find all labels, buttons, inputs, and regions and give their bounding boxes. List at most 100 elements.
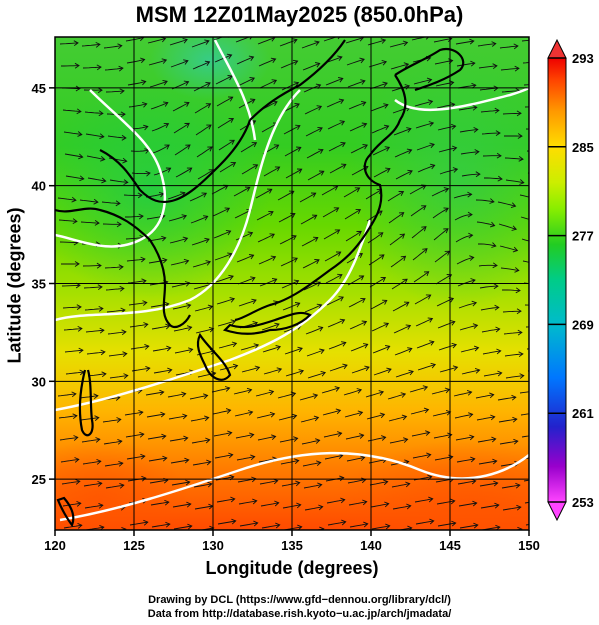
streamline-arrowhead [73,40,79,47]
streamline-arrowhead [534,389,538,394]
streamline-arrowhead [468,412,474,418]
streamline-arrowhead [99,133,105,140]
streamline-arrowhead [78,153,84,160]
streamline-arrowhead [405,324,412,330]
streamline-arrowhead [402,278,408,284]
streamline-arrowhead [429,142,435,149]
streamline [327,521,346,526]
streamline-arrowhead [471,300,478,307]
streamline [257,37,275,45]
streamline [370,503,389,508]
streamline [523,84,529,86]
streamline-arrowhead [118,65,124,72]
streamline-arrowhead [494,107,500,114]
streamline-arrowhead [185,479,191,486]
streamline-arrowhead [75,479,81,485]
streamline [218,342,237,349]
streamline-arrowhead [71,391,77,398]
streamline [279,235,297,245]
streamline-arrowhead [516,110,522,117]
streamline [417,364,436,371]
streamline-arrowhead [517,133,523,139]
streamline-arrowhead [315,438,321,444]
streamline-arrowhead [162,79,168,86]
streamline-arrowhead [248,254,255,260]
streamline [258,458,277,463]
streamline [236,56,254,65]
streamline-arrowhead [161,58,168,64]
streamline-arrowhead [145,170,151,177]
streamline [411,226,427,239]
streamline-arrowhead [116,417,122,423]
streamline [437,522,456,527]
streamline [65,371,84,375]
streamline-arrowhead [421,205,427,211]
streamline [236,456,255,461]
streamline-arrowhead [225,229,232,236]
streamline-arrowhead [511,225,518,231]
streamline [520,216,529,220]
streamline-arrowhead [429,163,436,170]
streamline-arrowhead [184,457,190,464]
streamline-arrowhead [425,37,430,40]
streamline [439,168,458,175]
streamline [255,188,273,199]
streamline-arrowhead [162,455,168,462]
streamline-arrowhead [423,407,430,414]
streamline [392,301,410,312]
streamline-arrowhead [334,229,341,235]
streamline [434,250,450,263]
streamline [236,254,254,263]
streamline-arrowhead [495,326,501,333]
streamline-arrowhead [497,175,503,182]
streamline [497,201,516,207]
streamline [373,168,391,178]
streamline-arrowhead [313,415,320,422]
streamline-arrowhead [398,191,405,197]
streamline-arrowhead [229,139,235,145]
streamline-arrowhead [385,167,391,173]
streamline [150,501,169,506]
streamline [57,197,76,201]
streamline [169,237,188,244]
streamline-arrowhead [269,233,275,239]
streamline-arrowhead [187,523,193,530]
streamline-arrowhead [270,255,277,261]
streamline [147,435,166,440]
streamline [303,484,322,489]
streamline [371,125,389,134]
streamline [260,502,279,507]
streamline-arrowhead [447,432,453,439]
streamline-arrowhead [204,237,210,244]
streamline [346,456,365,462]
streamline [417,164,435,173]
streamline [348,298,366,308]
streamline [216,96,233,107]
streamline-arrowhead [422,385,429,391]
streamline [107,135,126,139]
streamline [216,298,235,305]
streamline-arrowhead [406,127,412,133]
streamline [477,43,496,47]
x-tick-label: 135 [281,538,303,553]
streamline-arrowhead [515,287,521,294]
streamline-arrowhead [164,499,170,506]
streamline-arrowhead [337,55,343,61]
streamline [277,190,295,201]
streamline [389,233,405,246]
streamline [410,409,429,415]
streamline [61,480,80,485]
streamline-arrowhead [383,479,389,486]
streamline [523,479,529,482]
streamline-arrowhead [143,519,149,526]
streamline-arrowhead [451,342,458,349]
streamline-arrowhead [97,87,103,94]
streamline [171,481,190,486]
streamline-arrowhead [274,500,280,507]
streamline [256,211,274,221]
streamline [280,60,298,69]
streamline [302,462,321,467]
streamline-arrowhead [275,522,281,529]
streamline-arrowhead [227,96,234,102]
credit-drawing: Drawing by DCL (https://www.gfd−dennou.o… [148,594,451,606]
